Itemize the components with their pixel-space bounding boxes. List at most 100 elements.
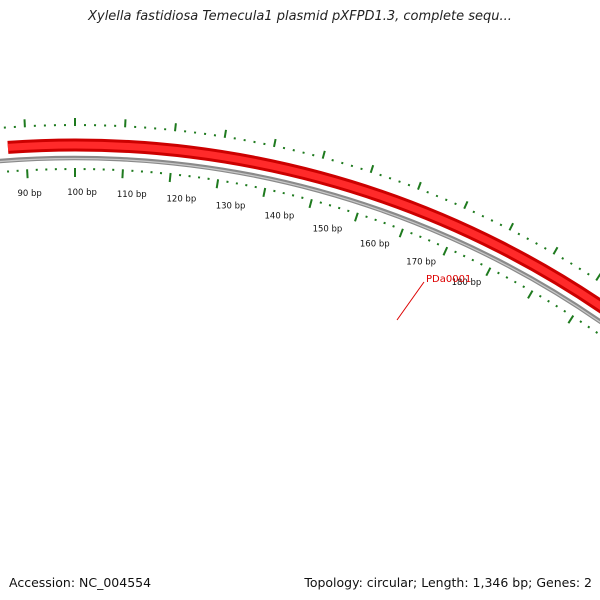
ruler-tick bbox=[427, 239, 431, 242]
ruler-tick bbox=[563, 309, 567, 313]
ruler-tick bbox=[587, 325, 591, 329]
gc-tick bbox=[586, 272, 590, 276]
ruler-tick bbox=[436, 242, 440, 246]
ruler-tick bbox=[319, 201, 323, 204]
gc-tick bbox=[398, 180, 401, 183]
gc-tick bbox=[369, 164, 375, 174]
gc-tick bbox=[508, 222, 514, 231]
gc-tick bbox=[543, 246, 547, 250]
gc-tick bbox=[417, 181, 422, 190]
ruler-tick bbox=[291, 194, 295, 197]
gc-tick bbox=[388, 176, 392, 180]
gc-tick bbox=[223, 129, 227, 138]
gc-tick bbox=[379, 173, 382, 177]
ruler-tick bbox=[527, 290, 534, 299]
backbone-highlight bbox=[0, 157, 600, 323]
ruler-label: 170 bp bbox=[406, 258, 436, 268]
ruler-label: 90 bp bbox=[18, 189, 42, 199]
gc-tick bbox=[407, 183, 411, 187]
gc-tick bbox=[561, 257, 565, 260]
gc-tick bbox=[312, 153, 315, 157]
ruler-tick bbox=[168, 172, 172, 183]
ruler-tick bbox=[308, 198, 313, 209]
ruler-tick bbox=[215, 179, 220, 189]
ruler-label: 130 bp bbox=[216, 202, 246, 212]
ruler-tick bbox=[347, 209, 350, 213]
ruler-label: 180 bp bbox=[452, 278, 482, 288]
ruler-label: 150 bp bbox=[313, 224, 343, 234]
gc-tick bbox=[454, 202, 457, 206]
ruler-tick bbox=[392, 225, 395, 228]
gc-tick bbox=[435, 194, 439, 198]
ruler-tick bbox=[497, 271, 500, 275]
gc-tick bbox=[535, 242, 538, 245]
gc-tick bbox=[595, 273, 600, 281]
gene-label-pda0001[interactable]: PDa0001 bbox=[426, 274, 471, 285]
ruler-tick bbox=[513, 280, 517, 284]
ruler-tick bbox=[595, 331, 599, 334]
gc-tick bbox=[499, 223, 503, 227]
gc-tick bbox=[444, 198, 448, 202]
gc-tick bbox=[578, 267, 582, 271]
gc-tick bbox=[350, 164, 354, 168]
accession-text: Accession: NC_004554 bbox=[9, 575, 152, 590]
gc-tick bbox=[341, 161, 344, 165]
ruler-tick bbox=[555, 304, 559, 308]
summary-text: Topology: circular; Length: 1,346 bp; Ge… bbox=[304, 575, 592, 590]
ruler-label: 160 bp bbox=[360, 240, 390, 250]
gc-tick bbox=[569, 262, 573, 265]
gene-label-leader bbox=[396, 281, 425, 321]
ruler-tick bbox=[328, 204, 332, 207]
ruler-tick bbox=[365, 215, 368, 219]
gc-tick bbox=[360, 167, 363, 171]
ruler-label: 100 bp bbox=[67, 188, 97, 198]
map-title: Xylella fastidiosa Temecula1 plasmid pXF… bbox=[88, 9, 512, 24]
ruler-label: 110 bp bbox=[117, 190, 147, 200]
ruler-tick bbox=[579, 320, 583, 324]
ruler-tick bbox=[471, 258, 475, 262]
backbone-track bbox=[0, 155, 600, 325]
ruler-tick bbox=[442, 246, 449, 256]
ruler-label: 140 bp bbox=[265, 212, 295, 222]
ruler-tick bbox=[26, 169, 29, 179]
gc-content-ticks bbox=[3, 118, 600, 281]
gc-tick bbox=[517, 232, 521, 236]
ruler-tick bbox=[383, 221, 386, 225]
ruler-tick bbox=[398, 228, 404, 238]
gc-tick bbox=[490, 219, 494, 222]
gc-tick bbox=[331, 159, 334, 162]
gc-tick bbox=[552, 246, 559, 255]
ruler-tick bbox=[480, 262, 483, 266]
ruler-ticks bbox=[7, 168, 599, 334]
ruler-tick bbox=[567, 315, 575, 324]
gc-tick bbox=[526, 237, 530, 241]
ruler-tick bbox=[462, 254, 466, 258]
ruler-tick bbox=[354, 212, 359, 222]
gene-arc-pda0001[interactable] bbox=[7, 138, 600, 586]
ruler-tick bbox=[538, 294, 542, 298]
ruler-tick bbox=[485, 267, 492, 277]
gc-tick bbox=[426, 190, 429, 194]
gc-tick bbox=[174, 123, 177, 132]
gc-tick bbox=[273, 138, 277, 148]
gc-tick bbox=[481, 214, 485, 218]
ruler-label: 120 bp bbox=[167, 194, 197, 204]
ruler-tick bbox=[419, 235, 422, 239]
gc-tick bbox=[463, 200, 469, 210]
gene-arc-highlight bbox=[7, 141, 600, 310]
ruler-tick bbox=[374, 218, 377, 222]
gc-tick bbox=[302, 151, 305, 154]
ruler-tick bbox=[454, 250, 457, 254]
ruler-tick bbox=[301, 196, 304, 199]
gc-tick bbox=[292, 149, 295, 152]
ruler-tick bbox=[121, 169, 124, 179]
ruler-tick bbox=[522, 285, 526, 289]
ruler-tick bbox=[410, 231, 413, 235]
ruler-tick bbox=[505, 276, 509, 279]
gc-tick bbox=[321, 150, 326, 159]
ruler-tick bbox=[337, 206, 341, 210]
ruler-tick bbox=[547, 299, 550, 303]
